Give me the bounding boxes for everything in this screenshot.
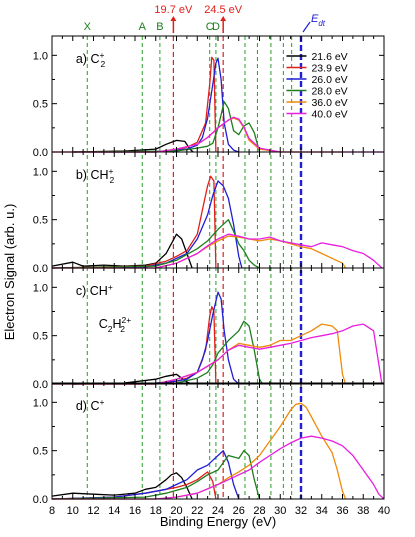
curve-line [52, 116, 384, 153]
y-tick-label: 1.0 [33, 50, 48, 62]
y-tick-label: 1.0 [33, 282, 48, 294]
x-tick-label: 12 [87, 505, 99, 517]
curve-line [51, 450, 261, 500]
axes-text: Binding Energy (eV) Electron Signal (arb… [2, 204, 276, 529]
y-tick-label: 0.0 [33, 263, 48, 275]
curve-line [72, 306, 217, 385]
frames-group: 0.0 0.5 1.0 a) C+ 2 0.0 0.5 1.0 b) CH+ 2 0.0 0.5 1.0… [33, 35, 390, 517]
panel-label: d) C+ [76, 397, 105, 413]
annotation-blue-label: Edt [311, 13, 326, 28]
panel-label: a) C+ 2 [76, 50, 106, 69]
panel-label: c) CH+ [76, 282, 113, 298]
annotation-letter: D [212, 21, 220, 33]
curve-line [72, 56, 217, 153]
y-tick-label: 0.5 [33, 99, 48, 111]
curve-line [51, 180, 243, 269]
annotation-blue-arrow [302, 21, 311, 33]
y-tick-label: 0.5 [33, 215, 48, 227]
x-tick-label: 26 [233, 505, 245, 517]
x-tick-label: 14 [108, 505, 120, 517]
curve-line [52, 323, 383, 385]
panel-label: b) CH+ 2 [76, 166, 115, 185]
x-tick-label: 38 [357, 505, 369, 517]
annotation-letter: C [206, 21, 214, 33]
y-tick-label: 0.5 [33, 446, 48, 458]
curves-group [51, 56, 385, 500]
y-tick-label: 1.0 [33, 397, 48, 409]
x-tick-label: 24 [212, 505, 224, 517]
y-tick-label: 1.0 [33, 166, 48, 178]
annotation-red-label: 24.5 eV [204, 4, 243, 16]
y-axis-label: Electron Signal (arb. u.) [2, 204, 17, 341]
curve-line [51, 175, 217, 269]
annotation-letter: A [139, 21, 147, 33]
y-tick-label: 0.0 [33, 379, 48, 391]
x-tick-label: 34 [316, 505, 328, 517]
curve-line [51, 450, 240, 500]
panel-label-extra: C2H2+ 2 [99, 315, 132, 334]
curve-line [52, 435, 385, 500]
x-tick-label: 36 [336, 505, 348, 517]
curve-line [51, 233, 193, 269]
curve-line [52, 233, 383, 269]
x-tick-label: 10 [67, 505, 79, 517]
annotation-arrowhead [170, 16, 177, 21]
legend-label: 36.0 eV [311, 97, 347, 109]
legend-label: 23.9 eV [311, 63, 347, 75]
legend-label: 28.0 eV [311, 86, 347, 98]
annotation-red-label: 19.7 eV [154, 4, 193, 16]
x-tick-label: 28 [253, 505, 265, 517]
x-tick-label: 30 [274, 505, 286, 517]
annotation-letter: B [156, 21, 163, 33]
x-tick-label: 32 [295, 505, 307, 517]
top-annotations: X A B CD 19.7 eV 24.5 eV Edt [84, 4, 326, 33]
x-tick-label: 22 [191, 505, 203, 517]
y-tick-label: 0.0 [33, 147, 48, 159]
x-tick-label: 40 [378, 505, 390, 517]
x-tick-label: 8 [49, 505, 55, 517]
curve-line [72, 101, 261, 153]
x-axis-label: Binding Energy (eV) [160, 514, 276, 529]
annotation-letter: X [84, 21, 92, 33]
curve-line [52, 117, 343, 153]
curve-line [72, 57, 240, 153]
annotation-arrowhead [220, 16, 227, 21]
x-tick-label: 18 [150, 505, 162, 517]
x-tick-label: 20 [170, 505, 182, 517]
legend-label: 40.0 eV [311, 109, 347, 121]
legend-label: 21.6 eV [311, 51, 347, 63]
legend-label: 26.0 eV [311, 74, 347, 86]
x-tick-label: 16 [129, 505, 141, 517]
curve-line [51, 219, 260, 269]
y-tick-label: 0.0 [33, 494, 48, 506]
curve-line [72, 291, 240, 385]
y-tick-label: 0.5 [33, 331, 48, 343]
